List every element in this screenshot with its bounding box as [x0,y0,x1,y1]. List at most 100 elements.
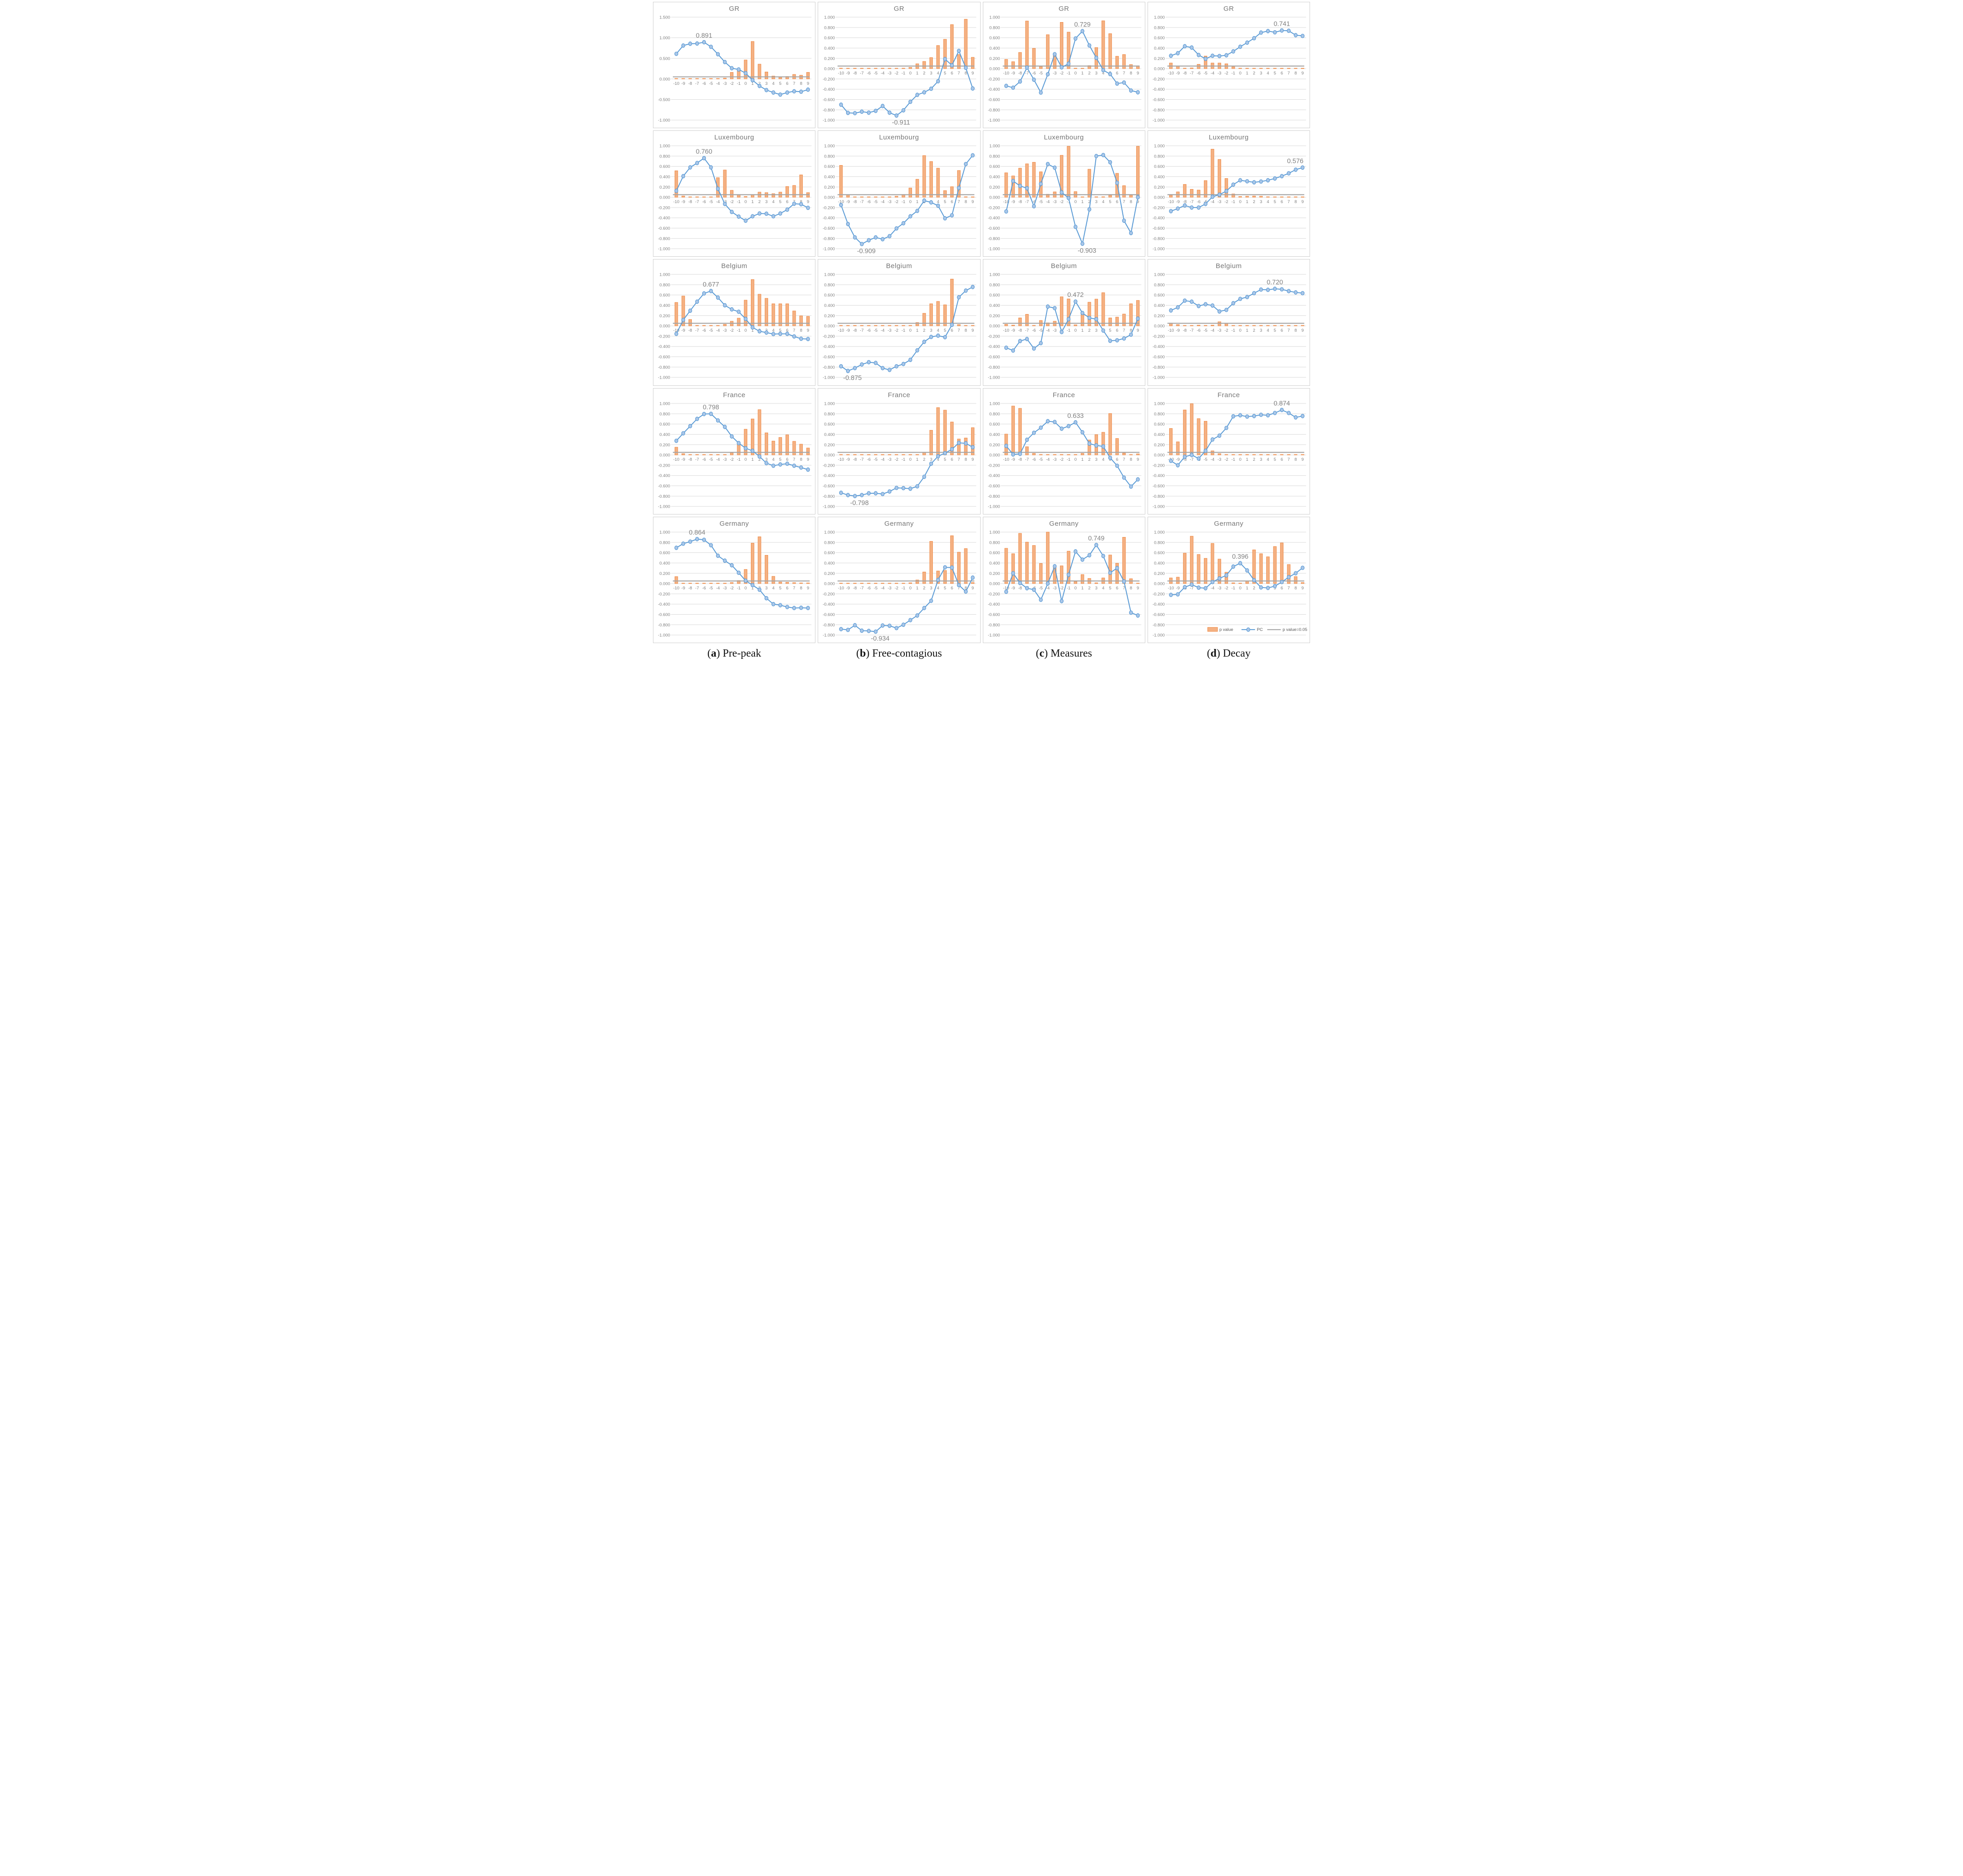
svg-text:-6: -6 [1197,71,1200,76]
svg-text:-5: -5 [874,586,878,591]
svg-text:5: 5 [1273,586,1276,591]
svg-text:-1.000: -1.000 [1153,118,1165,123]
svg-text:6: 6 [1281,199,1283,204]
svg-text:0.000: 0.000 [824,67,835,72]
svg-text:5: 5 [944,328,946,333]
pc-line [1005,154,1139,246]
svg-text:6: 6 [951,586,953,591]
svg-text:0.200: 0.200 [659,571,670,576]
chart-plot: 1.000 0.800 0.600 0.400 0.200 0.000 -0.200 -0.4… [658,529,812,638]
svg-text:-7: -7 [1025,328,1028,333]
svg-text:-8: -8 [1018,71,1022,76]
svg-text:-8: -8 [1183,71,1186,76]
svg-text:0.200: 0.200 [824,314,835,319]
svg-text:-0.200: -0.200 [658,463,670,468]
svg-text:8: 8 [965,457,967,462]
svg-text:-3: -3 [888,457,891,462]
svg-text:-6: -6 [1032,328,1035,333]
svg-text:9: 9 [972,586,974,591]
chart-plot: 1.000 0.800 0.600 0.400 0.200 0.000 -0.200 -0.4… [1153,400,1306,509]
chart-plot: 1.000 0.800 0.600 0.400 0.200 0.000 -0.200 -0.4… [1153,273,1306,380]
y-tick-labels: 1.000 0.800 0.600 0.400 0.200 0.000 -0.200 -0.4… [658,273,670,380]
svg-text:-8: -8 [688,81,692,86]
pc-markers [1169,287,1305,314]
svg-text:-0.400: -0.400 [988,87,1000,92]
svg-text:0.600: 0.600 [1154,422,1165,427]
svg-text:2: 2 [923,457,926,462]
svg-text:0.800: 0.800 [1154,154,1165,159]
svg-text:0.000: 0.000 [824,453,835,458]
svg-text:3: 3 [765,199,768,204]
svg-text:0.400: 0.400 [659,303,670,308]
peak-annotation: -0.903 [1078,247,1096,255]
chart-belgium-free-contagious: Belgium 1.000 0.800 0.600 0.400 0.200 0.000 -0.… [818,259,981,386]
svg-text:-9: -9 [1011,457,1014,462]
svg-text:-0.400: -0.400 [1153,473,1165,478]
svg-text:0.600: 0.600 [659,551,670,556]
svg-text:-2: -2 [1224,199,1228,204]
svg-text:-4: -4 [1210,328,1214,333]
y-tick-labels: 1.000 0.800 0.600 0.400 0.200 0.000 -0.200 -0.4… [823,530,835,638]
svg-text:-1: -1 [1231,199,1235,204]
svg-text:1: 1 [916,586,918,591]
peak-annotation: 0.749 [1088,535,1104,542]
svg-text:0.600: 0.600 [659,164,670,169]
pc-markers [1004,29,1140,95]
svg-text:-2: -2 [730,328,733,333]
svg-text:-2: -2 [895,328,898,333]
svg-text:-0.400: -0.400 [988,602,1000,607]
svg-text:-6: -6 [867,71,870,76]
svg-text:-9: -9 [1011,586,1014,591]
svg-text:0.200: 0.200 [989,314,1000,319]
svg-text:1.000: 1.000 [659,273,670,278]
svg-text:0.200: 0.200 [989,185,1000,190]
svg-text:-2: -2 [1060,586,1063,591]
svg-text:0: 0 [909,71,912,76]
svg-text:7: 7 [793,328,795,333]
svg-text:7: 7 [1287,586,1290,591]
svg-text:-0.600: -0.600 [823,355,835,360]
svg-text:-5: -5 [709,81,713,86]
svg-text:-5: -5 [1039,199,1042,204]
chart-luxembourg-measures: Luxembourg 1.000 0.800 0.600 0.400 0.200 0.000… [982,130,1145,257]
svg-text:-0.400: -0.400 [823,345,835,350]
svg-text:0.400: 0.400 [824,432,835,437]
svg-text:-1.000: -1.000 [658,247,670,252]
svg-text:0.600: 0.600 [989,36,1000,41]
chart-luxembourg-pre-peak: Luxembourg 1.000 0.800 0.600 0.400 0.200 0.000… [653,130,816,257]
svg-text:-1.000: -1.000 [658,118,670,123]
svg-text:0.800: 0.800 [1154,540,1165,545]
svg-text:1.000: 1.000 [1154,273,1165,278]
svg-text:9: 9 [807,457,809,462]
svg-text:9: 9 [972,328,974,333]
svg-text:-7: -7 [860,457,864,462]
svg-text:0.200: 0.200 [659,314,670,319]
svg-text:-1: -1 [737,457,741,462]
y-gridlines: 1.000 0.800 0.600 0.400 0.200 0.000 -0.200 -0.4… [988,530,1141,638]
svg-text:-3: -3 [1052,199,1056,204]
svg-text:-0.400: -0.400 [658,216,670,221]
svg-text:-9: -9 [846,457,850,462]
svg-text:-1.000: -1.000 [1153,633,1165,638]
chart-title: GR [729,5,740,13]
svg-text:-9: -9 [846,199,850,204]
chart-title: GR [1058,5,1069,13]
svg-text:0.600: 0.600 [989,293,1000,298]
svg-text:-5: -5 [709,328,713,333]
svg-text:2: 2 [1253,328,1255,333]
svg-text:0.000: 0.000 [989,453,1000,458]
svg-text:0.000: 0.000 [1154,581,1165,586]
svg-text:2: 2 [1253,199,1255,204]
svg-text:1.000: 1.000 [989,401,1000,406]
svg-text:-0.200: -0.200 [1153,463,1165,468]
svg-text:0.400: 0.400 [824,303,835,308]
svg-text:0.800: 0.800 [824,412,835,417]
pc-markers [1169,560,1305,597]
svg-text:0.600: 0.600 [1154,36,1165,41]
svg-text:1: 1 [916,71,918,76]
svg-text:-3: -3 [1218,457,1221,462]
caption-text: Free-contagious [872,647,942,659]
legend-threshold-label: p value=0.05 [1282,627,1307,632]
svg-text:-7: -7 [695,81,699,86]
